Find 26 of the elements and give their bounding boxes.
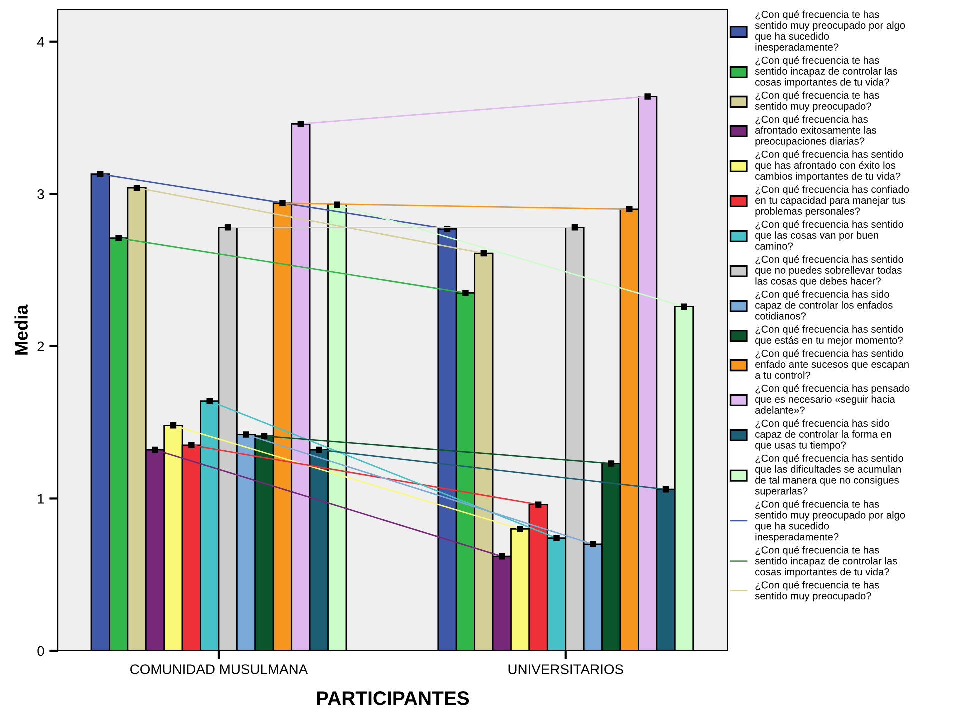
x-tick-label: COMUNIDAD MUSULMANA [130, 664, 308, 674]
legend-label: ¿Con qué frecuencia te has sentido muy preocupado por algo que ha sucedido inesperadamente? [755, 500, 906, 543]
y-tick-label: 0 [38, 646, 44, 656]
legend-label: ¿Con qué frecuencia has confiado en tu capacidad para manejar tus problemas personales? [756, 186, 910, 217]
legend-label: ¿Con qué frecuencia has afrontado exitosamente las preocupaciones diarias? [756, 116, 876, 147]
legend-label: ¿Con qué frecuencia has sentido que no puedes sobrellevar todas las cosas que debes hacer? [756, 255, 904, 287]
legend-label: ¿Con qué frecuencia has sentido que has afrontado con éxito los cambios importantes de tu vida? [756, 150, 904, 182]
y-tick-label: 4 [37, 37, 44, 47]
y-tick-label: 2 [38, 342, 44, 352]
legend-label: ¿Con qué frecuencia has sido capaz de controlar los enfados cotidianos? [756, 290, 893, 320]
legend-label: ¿Con qué frecuencia has sentido que las dificultades se acumulan de tal manera que no consigues superarlas? [755, 454, 904, 497]
x-tick-label: UNIVERSITARIOS [508, 664, 624, 674]
legend-label: ¿Con qué frecuencia te has sentido muy preocupado? [755, 581, 880, 602]
legend-label: ¿Con qué frecuencia has sentido que estás en tu mejor momento? [756, 325, 904, 346]
x-axis-title: PARTICIPANTES [317, 692, 470, 706]
legend-label: ¿Con qué frecuencia has sentido que las cosas van por buen camino? [756, 220, 904, 250]
legend-label: ¿Con qué frecuencia has sentido enfado ante sucesos que escapan a tu control? [756, 350, 909, 379]
y-tick-label: 1 [38, 494, 44, 504]
legend-label: ¿Con qué frecuencia te has sentido incapaz de controlar las cosas importantes de tu vida? [755, 56, 898, 88]
legend-label: ¿Con qué frecuencia te has sentido muy preocupado por algo que ha sucedido inesperadamente? [755, 10, 906, 53]
y-axis-title: Media [14, 304, 28, 355]
legend-label: ¿Con qué frecuencia te has sentido incapaz de controlar las cosas importantes de tu vida? [755, 546, 898, 578]
legend-label: ¿Con qué frecuencia has pensado que es necesario «seguir hacia adelante»? [756, 384, 910, 414]
y-tick-label: 3 [38, 190, 44, 200]
legend-label: ¿Con qué frecuencia has sido capaz de controlar la forma en que usas tu tiempo? [756, 420, 892, 451]
legend-label: ¿Con qué frecuencia te has sentido muy preocupado? [755, 91, 880, 112]
